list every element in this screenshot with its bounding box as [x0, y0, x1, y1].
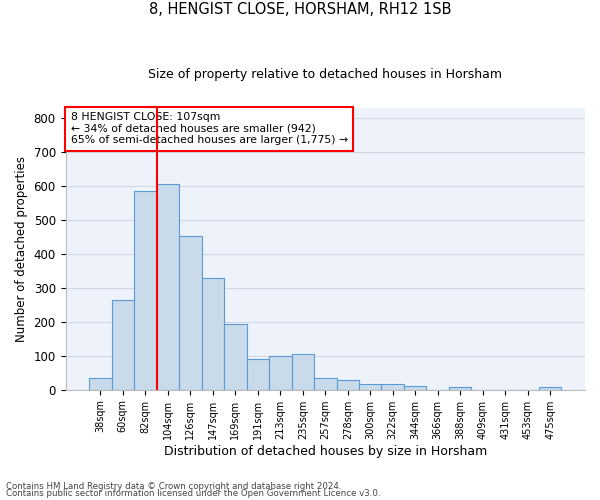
Text: 8 HENGIST CLOSE: 107sqm
← 34% of detached houses are smaller (942)
65% of semi-d: 8 HENGIST CLOSE: 107sqm ← 34% of detache…: [71, 112, 348, 146]
Bar: [449, 388, 472, 390]
Bar: [539, 387, 562, 390]
Bar: [134, 191, 157, 390]
Bar: [382, 384, 404, 390]
Bar: [337, 380, 359, 390]
Bar: [314, 378, 337, 390]
Bar: [224, 324, 247, 390]
Bar: [247, 359, 269, 390]
Text: 8, HENGIST CLOSE, HORSHAM, RH12 1SB: 8, HENGIST CLOSE, HORSHAM, RH12 1SB: [149, 2, 451, 18]
Bar: [292, 354, 314, 390]
Bar: [404, 386, 427, 390]
Y-axis label: Number of detached properties: Number of detached properties: [15, 156, 28, 342]
Bar: [179, 236, 202, 390]
Bar: [112, 300, 134, 390]
Text: Contains public sector information licensed under the Open Government Licence v3: Contains public sector information licen…: [6, 490, 380, 498]
Bar: [157, 184, 179, 390]
Bar: [359, 384, 382, 390]
Title: Size of property relative to detached houses in Horsham: Size of property relative to detached ho…: [148, 68, 502, 80]
X-axis label: Distribution of detached houses by size in Horsham: Distribution of detached houses by size …: [164, 444, 487, 458]
Text: Contains HM Land Registry data © Crown copyright and database right 2024.: Contains HM Land Registry data © Crown c…: [6, 482, 341, 491]
Bar: [269, 356, 292, 390]
Bar: [202, 278, 224, 390]
Bar: [89, 378, 112, 390]
